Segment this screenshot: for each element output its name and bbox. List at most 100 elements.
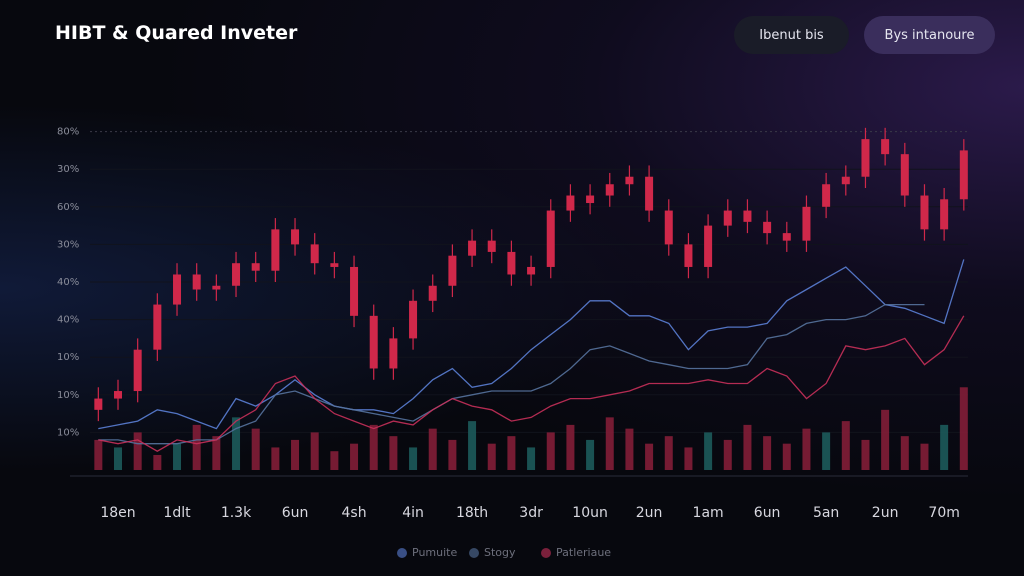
candle-body: [291, 229, 300, 245]
volume-bar: [527, 447, 536, 470]
x-tick-label: 2un: [636, 505, 663, 521]
x-tick-label: 4sh: [342, 505, 367, 521]
x-tick-label: 18en: [100, 505, 135, 521]
candle-body: [546, 210, 555, 267]
candle-body: [350, 266, 359, 316]
candle-body: [369, 315, 378, 369]
candle-body: [900, 154, 909, 196]
volume-bar: [645, 443, 654, 470]
x-tick-label: 1am: [693, 505, 724, 521]
x-tick-label: 3dr: [519, 505, 543, 521]
candle-body: [704, 225, 713, 267]
legend-swatch: [541, 548, 551, 558]
candle-body: [586, 195, 595, 204]
volume-bar: [114, 447, 123, 470]
candle-body: [664, 210, 673, 245]
candle-body: [310, 244, 319, 264]
candle-body: [251, 263, 260, 271]
x-tick-label: 70m: [928, 505, 959, 521]
volume-bar: [428, 428, 437, 470]
candle-body: [389, 338, 398, 369]
volume-bar: [271, 447, 280, 470]
volume-bar: [940, 424, 949, 470]
volume-bar: [291, 439, 300, 470]
x-tick-label: 1dlt: [163, 505, 191, 521]
volume-bar: [448, 439, 457, 470]
line-series: [98, 303, 925, 445]
legend-label: Patleriaue: [556, 546, 611, 559]
volume-bar: [861, 439, 870, 470]
volume-bar: [881, 409, 890, 470]
candle-body: [940, 199, 949, 230]
volume-bar: [625, 428, 634, 470]
legend-swatch: [397, 548, 407, 558]
candle-body: [802, 206, 811, 241]
y-tick-label: 60%: [57, 202, 79, 213]
line-series: [98, 315, 965, 452]
candle-body: [763, 221, 772, 234]
candle-body: [448, 255, 457, 286]
x-tick-label: 5an: [813, 505, 839, 521]
candle-body: [566, 195, 575, 211]
volume-bar: [900, 436, 909, 470]
volume-bar: [704, 432, 713, 470]
app-title: HIBT & Quared Inveter: [55, 22, 298, 44]
candle-body: [959, 150, 968, 200]
candle-body: [271, 229, 280, 271]
candle-body: [920, 195, 929, 230]
volume-bar: [310, 432, 319, 470]
volume-bar: [959, 387, 968, 470]
candle-body: [684, 244, 693, 267]
volume-bar: [566, 424, 575, 470]
volume-bar: [841, 421, 850, 470]
button[interactable]: Bys intanoure: [864, 16, 995, 54]
candle-body: [330, 263, 339, 267]
volume-bar: [330, 451, 339, 470]
volume-bar: [409, 447, 418, 470]
volume-bar: [192, 424, 201, 470]
candle-body: [861, 139, 870, 177]
volume-bar: [173, 443, 182, 470]
button[interactable]: Ibenut bis: [734, 16, 849, 54]
volume-bar: [350, 443, 359, 470]
candle-body: [743, 210, 752, 222]
y-tick-label: 40%: [57, 277, 79, 288]
volume-bar: [507, 436, 516, 470]
candle-body: [409, 300, 418, 339]
candle-body: [527, 266, 536, 275]
volume-bar: [782, 443, 791, 470]
candle-body: [192, 274, 201, 290]
volume-bar: [369, 424, 378, 470]
candle-body: [428, 285, 437, 301]
volume-bar: [468, 421, 477, 470]
volume-bar: [605, 417, 614, 470]
y-tick-label: 80%: [57, 127, 79, 138]
x-tick-label: 6un: [282, 505, 309, 521]
volume-bar: [920, 443, 929, 470]
candle-body: [782, 233, 791, 241]
y-tick-label: 10%: [57, 390, 79, 401]
x-tick-label: 1.3k: [221, 505, 252, 521]
volume-bar: [212, 436, 221, 470]
volume-bar: [802, 428, 811, 470]
candle-body: [645, 176, 654, 211]
candle-body: [173, 274, 182, 305]
y-tick-label: 10%: [57, 352, 79, 363]
x-tick-label: 18th: [456, 505, 488, 521]
candle-body: [507, 251, 516, 275]
candle-body: [487, 240, 496, 252]
candle-body: [212, 285, 221, 290]
x-tick-label: 4in: [402, 505, 424, 521]
x-tick-label: 6un: [754, 505, 781, 521]
y-tick-label: 40%: [57, 315, 79, 326]
volume-bar: [546, 432, 555, 470]
volume-bar: [133, 432, 142, 470]
volume-bar: [389, 436, 398, 470]
volume-bar: [586, 439, 595, 470]
candle-body: [133, 349, 142, 392]
line-series: [98, 259, 965, 430]
legend-label: Stogy: [484, 546, 516, 559]
volume-bar: [153, 454, 162, 470]
